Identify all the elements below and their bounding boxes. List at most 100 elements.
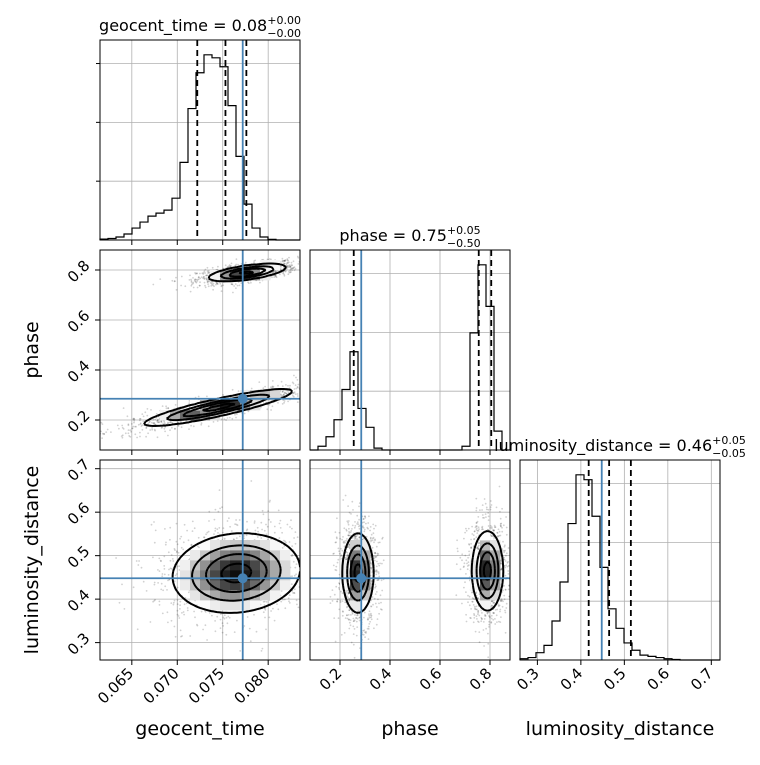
sample-point — [303, 276, 305, 278]
sample-point — [369, 530, 371, 532]
sample-point — [154, 419, 156, 421]
sample-point — [335, 641, 337, 643]
sample-point — [207, 267, 209, 269]
sample-point — [303, 565, 305, 567]
sample-point — [303, 574, 305, 576]
sample-point — [380, 608, 382, 610]
sample-point — [488, 624, 490, 626]
sample-point — [194, 278, 196, 280]
sample-point — [364, 529, 366, 531]
sample-point — [226, 617, 228, 619]
sample-point — [345, 617, 347, 619]
sample-point — [143, 416, 145, 418]
sample-point — [237, 285, 239, 287]
sample-point — [333, 617, 335, 619]
sample-point — [95, 433, 97, 435]
sample-point — [340, 555, 342, 557]
sample-point — [231, 263, 233, 265]
sample-point — [193, 425, 195, 427]
sample-point — [293, 537, 295, 539]
sample-point — [348, 628, 350, 630]
sample-point — [177, 543, 179, 545]
sample-point — [301, 576, 303, 578]
sample-point — [269, 617, 271, 619]
sample-point — [337, 376, 339, 378]
sample-point — [277, 385, 279, 387]
sample-point — [238, 390, 240, 392]
sample-point — [353, 633, 355, 635]
sample-point — [339, 553, 341, 555]
sample-point — [285, 384, 287, 386]
sample-point — [337, 562, 339, 564]
sample-point — [348, 531, 350, 533]
sample-point — [305, 554, 307, 556]
sample-point — [353, 644, 355, 646]
sample-point — [176, 566, 178, 568]
sample-point — [337, 598, 339, 600]
sample-point — [189, 635, 191, 637]
sample-point — [287, 524, 289, 526]
sample-point — [305, 586, 307, 588]
sample-point — [215, 528, 217, 530]
density-cell — [180, 580, 190, 590]
sample-point — [203, 536, 205, 538]
sample-point — [304, 582, 306, 584]
sample-point — [303, 392, 305, 394]
sample-point — [376, 546, 378, 548]
sample-point — [374, 584, 376, 586]
sample-point — [206, 639, 208, 641]
sample-point — [146, 415, 148, 417]
sample-point — [354, 378, 356, 380]
sample-point — [288, 257, 290, 259]
sample-point — [276, 276, 278, 278]
sample-point — [354, 657, 356, 659]
sample-point — [336, 384, 338, 386]
sample-point — [291, 268, 293, 270]
sample-point — [337, 559, 339, 561]
sample-point — [177, 614, 179, 616]
sample-point — [295, 268, 297, 270]
sample-point — [383, 559, 385, 561]
sample-point — [204, 270, 206, 272]
sample-point — [213, 285, 215, 287]
sample-point — [188, 428, 190, 430]
sample-point — [199, 285, 201, 287]
sample-point — [486, 507, 488, 509]
sample-point — [166, 407, 168, 409]
sample-point — [376, 624, 378, 626]
sample-point — [363, 629, 365, 631]
sample-point — [173, 604, 175, 606]
density-cell — [190, 550, 200, 560]
sample-point — [232, 389, 234, 391]
density-cell — [270, 260, 280, 270]
sample-point — [184, 603, 186, 605]
sample-point — [169, 429, 171, 431]
sample-point — [150, 409, 152, 411]
sample-point — [102, 423, 104, 425]
sample-point — [153, 423, 155, 425]
sample-point — [303, 266, 305, 268]
sample-point — [177, 603, 179, 605]
sample-point — [289, 602, 291, 604]
sample-point — [304, 535, 306, 537]
sample-point — [198, 276, 200, 278]
sample-point — [303, 601, 305, 603]
sample-point — [91, 438, 93, 440]
sample-point — [260, 522, 262, 524]
pair-content — [310, 460, 524, 660]
sample-point — [505, 516, 507, 518]
sample-point — [354, 628, 356, 630]
sample-point — [167, 422, 169, 424]
sample-point — [483, 517, 485, 519]
sample-point — [248, 282, 250, 284]
sample-point — [372, 596, 374, 598]
sample-point — [168, 569, 170, 571]
sample-point — [137, 628, 139, 630]
sample-point — [250, 480, 252, 482]
sample-point — [263, 513, 265, 515]
sample-point — [151, 429, 153, 431]
sample-point — [313, 374, 315, 376]
sample-point — [181, 612, 183, 614]
sample-point — [301, 386, 303, 388]
sample-point — [231, 418, 233, 420]
